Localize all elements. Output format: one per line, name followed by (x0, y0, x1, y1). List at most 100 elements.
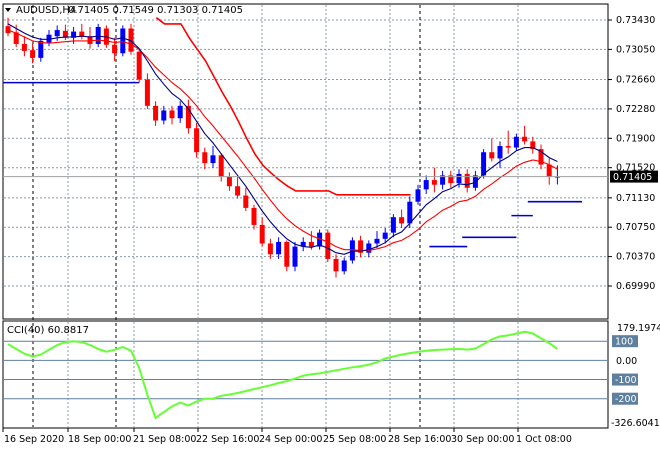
time-tick-label: 16 Sep 2020 (4, 434, 64, 445)
period-separators (32, 5, 421, 427)
price-tick-label: 0.70750 (616, 222, 655, 233)
bull-candle (177, 105, 183, 119)
price-tick-label: 0.71900 (616, 133, 655, 144)
ohlc-readout: 0.71405 0.71549 0.71303 0.71405 (68, 5, 243, 16)
fast-ma-path (7, 23, 558, 255)
bear-candle (505, 146, 511, 148)
bear-candle (235, 186, 241, 196)
price-axis: 0.73430 0.73050 0.72660 0.72280 0.71900 0.715… (608, 15, 655, 292)
bull-candle (366, 243, 372, 253)
cci-axis: 100 0.00 -100 -200 (612, 335, 638, 405)
bull-candle (407, 201, 413, 224)
price-tick-label: 0.69990 (616, 281, 655, 292)
bull-candle (95, 26, 101, 44)
bear-candle (530, 141, 536, 150)
bear-candle (546, 164, 552, 177)
bear-candle (251, 207, 257, 225)
slow-ma-path (7, 29, 558, 251)
bear-candle (448, 175, 454, 184)
time-tick-label: 22 Sep 16:00 (196, 434, 259, 445)
cci-level-badge (612, 392, 638, 405)
bull-candle (423, 180, 429, 190)
bear-candle (218, 155, 224, 177)
time-tick-label: 30 Sep 00:00 (451, 434, 514, 445)
bull-candle (317, 232, 323, 247)
bull-candle (415, 189, 421, 202)
bull-candle (382, 232, 388, 239)
cci-level-label: -200 (615, 394, 637, 405)
slow-ma-line (7, 29, 558, 251)
bull-candle (481, 152, 487, 176)
bull-candle (390, 217, 396, 233)
cci-level-label: 100 (615, 337, 633, 348)
bear-candle (136, 51, 142, 80)
cci-level-badge (612, 335, 638, 348)
bull-candle (276, 241, 282, 255)
bull-candle (349, 240, 355, 261)
bear-candle (112, 44, 118, 54)
bull-candle (46, 34, 52, 43)
price-grid (4, 19, 607, 287)
price-tick-label: 0.73050 (616, 44, 655, 55)
time-tick-label: 1 Oct 08:00 (516, 434, 572, 445)
dropdown-triangle-icon[interactable] (5, 8, 11, 12)
bear-candle (21, 43, 27, 51)
time-axis: 16 Sep 2020 18 Sep 00:00 21 Sep 08:00 22 Se… (2, 428, 572, 445)
price-tick-label: 0.70370 (616, 252, 655, 263)
bear-candle (308, 241, 314, 247)
price-tick-label: 0.71520 (616, 163, 655, 174)
symbol-title: AUDUSD,H4 (16, 5, 76, 16)
cci-level-badge (612, 373, 638, 386)
bear-candle (243, 195, 249, 208)
stop-line-bull (3, 81, 582, 248)
time-tick-label: 28 Sep 16:00 (388, 434, 451, 445)
bull-candle (120, 28, 126, 54)
bear-candle (79, 31, 85, 38)
bull-candle (513, 136, 519, 148)
bull-candle (38, 40, 44, 58)
price-tick-label: 0.73430 (616, 15, 655, 26)
cci-level-label: -100 (615, 375, 637, 386)
bull-candle (161, 110, 167, 121)
bull-candle (54, 30, 60, 37)
bull-candle (456, 173, 462, 184)
bear-candle (13, 32, 19, 44)
price-tick-label: 0.72660 (616, 75, 655, 86)
bull-candle (440, 175, 446, 185)
bear-candle (128, 28, 134, 52)
stop-line-bear (155, 17, 411, 196)
bull-candle (71, 31, 77, 38)
price-tick-label: 0.71130 (616, 193, 655, 204)
bull-candle (497, 146, 503, 159)
bear-candle (538, 149, 544, 165)
bear-candle (358, 240, 364, 253)
time-tick-label: 21 Sep 08:00 (133, 434, 196, 445)
cci-max-label: 179.1974 (617, 323, 660, 334)
bear-candle (202, 152, 208, 164)
time-grid (67, 5, 519, 427)
time-tick-label: 24 Sep 00:00 (259, 434, 322, 445)
bear-candle (464, 173, 470, 188)
cci-line (7, 330, 558, 420)
bull-candle (341, 260, 347, 272)
bear-candle (169, 110, 175, 119)
bear-candle (185, 105, 191, 129)
cci-level-lines (4, 340, 607, 400)
bear-candle (144, 79, 150, 106)
fast-ma-line (7, 23, 558, 255)
bull-candle (292, 246, 298, 267)
time-tick-label: 18 Sep 00:00 (68, 434, 131, 445)
bear-candle (153, 105, 159, 121)
cci-path (7, 330, 558, 420)
bear-candle (333, 258, 339, 272)
bull-candle (210, 155, 216, 164)
time-tick-label: 25 Sep 08:00 (323, 434, 386, 445)
bear-candle (194, 128, 200, 153)
current-price-badge: 0.71405 (610, 170, 658, 183)
current-price-label: 0.71405 (613, 172, 652, 183)
price-tick-label: 0.72280 (616, 104, 655, 115)
bull-candle (374, 238, 380, 244)
bear-candle (522, 136, 528, 142)
bear-candle (325, 232, 331, 259)
